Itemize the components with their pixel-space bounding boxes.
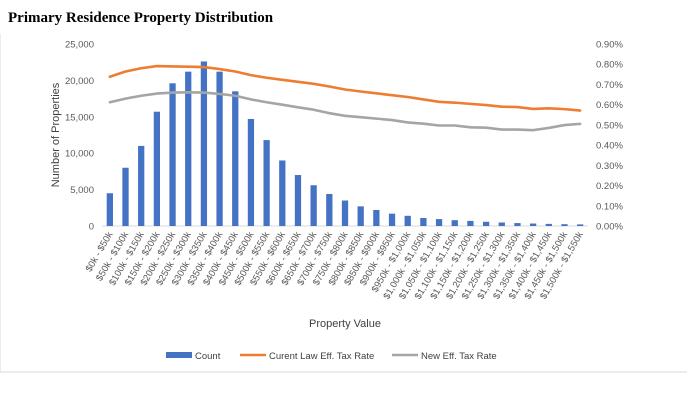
count-bar — [326, 193, 333, 226]
y2-tick-label: 0.40% — [596, 141, 623, 152]
count-bar — [153, 111, 161, 226]
count-bar — [498, 222, 505, 226]
y2-tick-label: 0.20% — [596, 181, 623, 192]
count-bar — [404, 215, 411, 226]
count-bar — [561, 224, 568, 226]
current-law-eff-tax-rate-line — [108, 64, 582, 112]
count-bar — [545, 223, 552, 226]
y-tick-label: 0 — [89, 222, 94, 233]
count-bar — [310, 185, 317, 226]
new-eff-tax-rate-line — [108, 91, 582, 132]
chart-title: Primary Residence Property Distribution — [8, 10, 274, 26]
count-bar — [451, 220, 458, 226]
y-tick-label: 5,000 — [70, 185, 94, 196]
count-bar — [185, 71, 192, 226]
count-bar — [263, 140, 270, 226]
count-bar — [357, 206, 364, 226]
y-tick-label: 20,000 — [65, 76, 94, 87]
x-axis-title: Property Value — [309, 318, 381, 330]
y-tick-label: 25,000 — [65, 40, 94, 51]
count-bar — [529, 223, 537, 226]
count-bar — [435, 219, 443, 226]
count-bar — [138, 145, 145, 226]
count-bar — [467, 220, 474, 226]
count-bar — [247, 118, 255, 226]
count-bar — [232, 91, 239, 226]
y2-tick-label: 0.80% — [596, 60, 623, 71]
count-bar — [482, 221, 490, 226]
y-tick-label: 15,000 — [65, 112, 94, 123]
count-bar — [388, 213, 396, 226]
count-bar — [279, 160, 286, 226]
count-bar — [216, 71, 223, 226]
legend-count-swatch — [166, 352, 192, 358]
count-bar — [373, 209, 380, 226]
y2-tick-label: 0.90% — [596, 40, 623, 51]
legend-current-label: Curent Law Eff. Tax Rate — [269, 351, 374, 362]
legend-count-label: Count — [195, 351, 221, 362]
count-bar — [106, 193, 113, 226]
y-axis-title: Number of Properties — [50, 82, 62, 187]
legend: Count Curent Law Eff. Tax Rate New Eff. Ta… — [166, 351, 497, 362]
legend-new-label: New Eff. Tax Rate — [421, 351, 497, 362]
y2-tick-label: 0.10% — [596, 201, 623, 212]
y-tick-label: 10,000 — [65, 149, 94, 160]
count-bar — [200, 61, 208, 226]
y2-tick-label: 0.00% — [596, 222, 623, 233]
y2-tick-label: 0.50% — [596, 120, 623, 131]
count-bar — [577, 224, 584, 226]
y2-tick-label: 0.30% — [596, 161, 623, 172]
count-bar — [420, 217, 427, 226]
count-bar — [294, 175, 302, 226]
count-bar — [514, 223, 521, 226]
y2-tick-label: 0.70% — [596, 80, 623, 91]
count-bar — [169, 83, 176, 226]
y2-tick-label: 0.60% — [596, 100, 623, 111]
count-bar — [341, 200, 349, 226]
count-bar — [122, 167, 129, 226]
